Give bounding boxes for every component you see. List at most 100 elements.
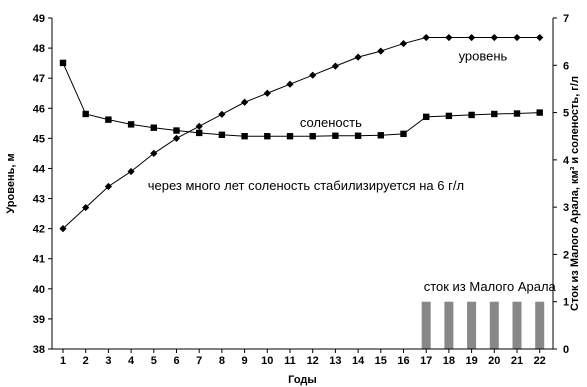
x-tick-label: 1 <box>60 355 66 367</box>
y-right-tick-label: 1 <box>563 297 569 309</box>
y-axis-right-label: Сток из Малого Арала, км³ и соленость, г… <box>569 76 581 311</box>
annotation-text: сток из Малого Арала <box>424 279 557 294</box>
x-tick-label: 20 <box>488 355 500 367</box>
x-tick-label: 3 <box>105 355 111 367</box>
x-tick-label: 13 <box>329 355 341 367</box>
level-point <box>150 149 158 158</box>
x-tick-label: 15 <box>375 355 387 367</box>
y-right-tick-label: 2 <box>563 249 569 261</box>
x-tick-label: 16 <box>397 355 409 367</box>
y-left-tick-label: 43 <box>33 194 45 206</box>
level-point <box>59 225 67 233</box>
y-left-tick-label: 46 <box>33 103 45 115</box>
series-markers <box>59 33 544 233</box>
y-right-tick-label: 4 <box>563 155 570 167</box>
level-point <box>445 33 453 42</box>
level-point <box>286 80 294 88</box>
salinity-point <box>491 110 498 118</box>
level-point <box>513 33 521 42</box>
y-right-tick-label: 5 <box>563 108 569 120</box>
salinity-point <box>241 133 248 140</box>
x-tick-label: 2 <box>83 355 89 367</box>
x-tick-label: 19 <box>465 355 477 367</box>
x-tick-label: 21 <box>511 355 523 367</box>
runoff-bar <box>512 301 522 349</box>
y-left-tick-label: 42 <box>33 224 45 236</box>
salinity-point <box>196 129 203 137</box>
y-right-tick-label: 3 <box>563 202 569 214</box>
y-left-tick-label: 40 <box>33 284 45 296</box>
level-point <box>309 71 317 79</box>
x-tick-label: 18 <box>443 355 455 367</box>
series-lines <box>62 37 540 230</box>
level-point <box>399 39 408 48</box>
level-point <box>536 33 544 42</box>
level-point <box>263 89 271 97</box>
annotation-text: уровень <box>459 49 508 64</box>
x-tick-label: 22 <box>534 355 546 367</box>
runoff-bar <box>444 301 454 349</box>
level-line <box>62 37 540 230</box>
x-tick-label: 14 <box>352 355 365 367</box>
salinity-point <box>423 113 430 121</box>
salinity-point <box>59 59 67 67</box>
level-point <box>331 62 339 70</box>
runoff-bar <box>467 301 477 349</box>
salinity-point <box>150 124 157 131</box>
level-point <box>127 167 135 176</box>
salinity-point <box>468 111 475 119</box>
salinity-point <box>513 110 521 117</box>
x-tick-label: 4 <box>128 355 135 367</box>
level-point <box>172 134 181 142</box>
x-tick-label: 6 <box>173 355 179 367</box>
salinity-point <box>105 116 112 123</box>
salinity-point <box>127 121 135 128</box>
y-left-tick-label: 39 <box>33 314 45 326</box>
x-tick-label: 12 <box>307 355 319 367</box>
level-point <box>218 110 226 118</box>
salinity-point <box>218 131 226 138</box>
salinity-point <box>377 132 384 139</box>
salinity-point <box>445 112 453 120</box>
level-point <box>354 53 362 61</box>
level-point <box>490 33 498 42</box>
y-left-tick-label: 38 <box>33 344 45 356</box>
level-point <box>241 98 249 106</box>
level-point <box>422 33 430 42</box>
salinity-point <box>332 132 339 139</box>
x-tick-label: 5 <box>151 355 157 367</box>
salinity-point <box>286 133 294 140</box>
x-tick-label: 10 <box>261 355 273 367</box>
annotations: уровень соленость через много лет соленост… <box>148 49 557 294</box>
salinity-point <box>536 109 543 116</box>
salinity-point <box>173 127 180 134</box>
y-left-tick-label: 45 <box>33 133 45 145</box>
runoff-bar <box>421 301 431 349</box>
y-left-tick-label: 44 <box>33 163 46 175</box>
level-point <box>104 182 112 191</box>
y-left-tick-label: 41 <box>33 254 45 266</box>
salinity-point <box>309 133 316 140</box>
salinity-line <box>62 62 540 137</box>
level-point <box>377 47 385 55</box>
y-left-tick-label: 47 <box>33 73 45 85</box>
x-tick-label: 9 <box>242 355 248 367</box>
axis-ticks: 1 2 3 4 5 6 7 8 9 10 11 12 13 14 15 16 17 18 19 20 21 2238394… <box>33 13 570 367</box>
y-left-tick-label: 49 <box>33 13 45 25</box>
runoff-bar <box>489 301 499 349</box>
y-right-tick-label: 0 <box>563 344 569 356</box>
y-right-tick-label: 6 <box>563 60 569 72</box>
annotation-text: через много лет соленость стабилизируетс… <box>148 178 464 193</box>
salinity-point <box>264 133 271 140</box>
runoff-bar <box>535 301 545 349</box>
x-tick-label: 7 <box>196 355 202 367</box>
level-point <box>468 33 476 42</box>
annotation-text: соленость <box>300 115 362 130</box>
salinity-point <box>354 132 362 139</box>
y-right-tick-label: 7 <box>563 13 569 25</box>
salinity-point <box>400 130 407 138</box>
level-point <box>82 203 90 212</box>
level-point <box>195 122 203 130</box>
x-tick-label: 11 <box>284 355 296 367</box>
